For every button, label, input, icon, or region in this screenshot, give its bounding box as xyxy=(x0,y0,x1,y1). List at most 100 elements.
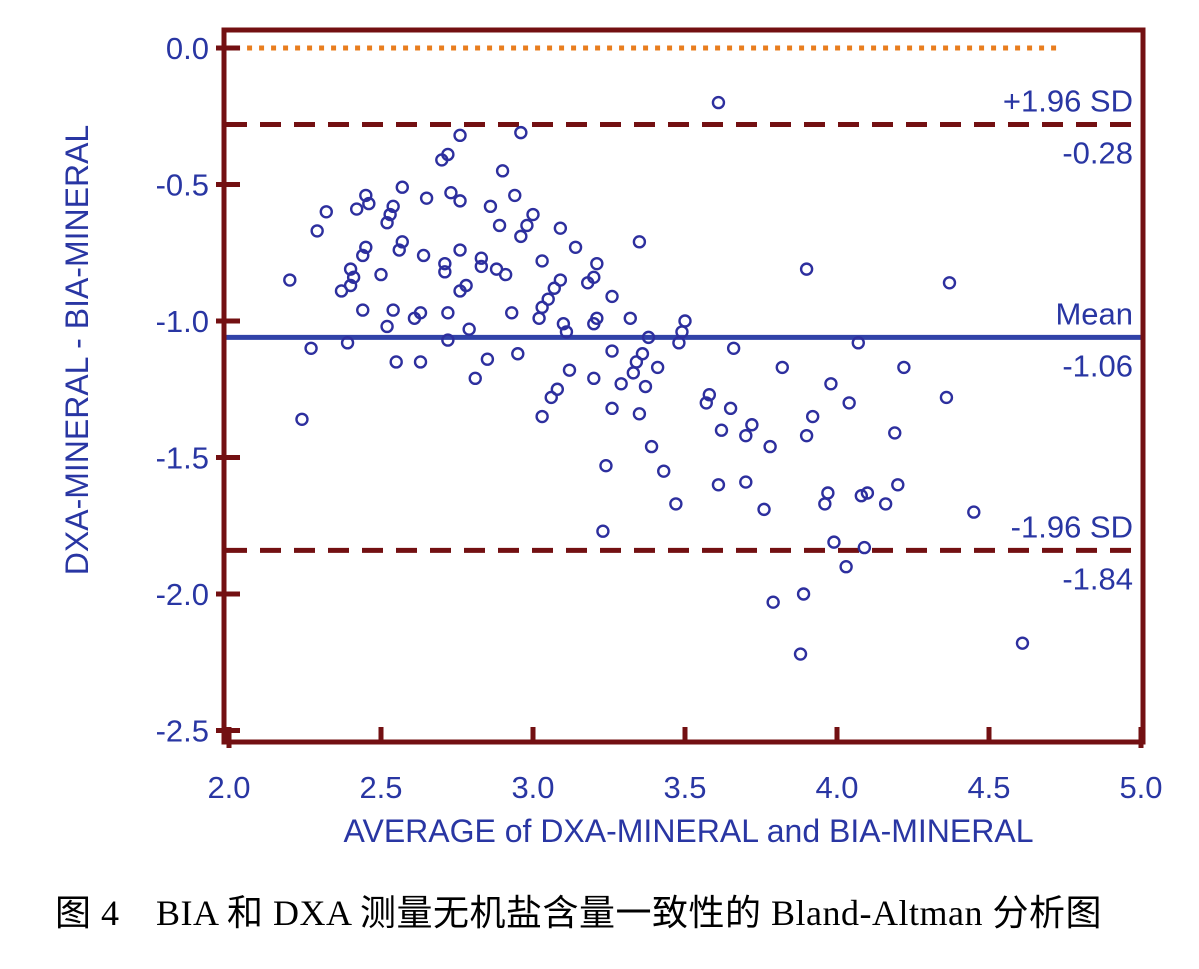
data-point xyxy=(359,240,373,254)
data-point xyxy=(967,505,981,519)
data-point xyxy=(629,355,644,369)
data-point xyxy=(726,341,741,355)
data-point xyxy=(343,262,358,276)
data-point xyxy=(438,256,452,271)
data-point xyxy=(444,185,458,200)
data-point xyxy=(508,188,522,203)
data-point xyxy=(793,647,808,661)
data-point xyxy=(453,194,467,208)
data-point xyxy=(888,426,902,440)
data-point xyxy=(641,330,656,345)
data-point xyxy=(392,243,406,257)
data-point xyxy=(590,256,604,271)
data-point xyxy=(897,360,911,375)
data-point xyxy=(495,164,510,178)
data-point xyxy=(514,229,528,244)
data-point xyxy=(839,560,853,574)
data-point xyxy=(386,303,400,317)
data-point xyxy=(857,540,872,555)
data-point xyxy=(587,317,601,331)
x-tick-label: 4.0 xyxy=(815,770,858,805)
data-point xyxy=(310,224,324,238)
y-tick-label: 0.0 xyxy=(166,31,209,66)
data-point xyxy=(505,306,519,320)
data-point xyxy=(319,205,333,219)
data-point xyxy=(380,216,394,230)
data-point xyxy=(596,524,610,538)
mean-line-label: -1.06 xyxy=(1062,348,1133,383)
data-point xyxy=(413,306,428,320)
figure-caption: 图 4 BIA 和 DXA 测量无机盐含量一致性的 Bland-Altman 分… xyxy=(55,893,1102,933)
data-point xyxy=(334,284,349,298)
data-point xyxy=(891,478,905,492)
data-point xyxy=(827,535,841,549)
lower-loa-line-label: -1.84 xyxy=(1062,561,1133,596)
upper-loa-line-label: +1.96 SD xyxy=(1003,83,1133,118)
data-point xyxy=(304,341,318,355)
data-point xyxy=(623,311,637,325)
bland-altman-plot: +1.96 SD -0.28 Mean -1.06 -1.96 SD -1.84 2.0 2.… xyxy=(59,27,1163,849)
data-point xyxy=(699,396,713,410)
data-point xyxy=(340,336,355,350)
y-tick-label: -2.5 xyxy=(156,714,209,749)
data-point xyxy=(669,497,683,511)
x-tick-label: 3.5 xyxy=(663,770,706,805)
data-point xyxy=(939,390,954,405)
data-point xyxy=(462,322,476,336)
y-tick-label: -1.5 xyxy=(156,441,209,476)
data-point xyxy=(605,289,619,304)
y-tick-label: -1.0 xyxy=(156,304,209,339)
data-point xyxy=(745,418,759,432)
data-point xyxy=(438,265,452,279)
data-point xyxy=(650,360,665,375)
data-point xyxy=(581,276,595,290)
data-point xyxy=(562,363,577,377)
data-point xyxy=(520,218,534,233)
data-point xyxy=(526,207,540,222)
data-point xyxy=(644,439,659,454)
data-point xyxy=(672,336,686,350)
data-point xyxy=(295,412,309,426)
data-point xyxy=(359,188,373,203)
data-point xyxy=(419,191,434,205)
data-point xyxy=(416,248,431,263)
data-point xyxy=(678,314,692,328)
data-point xyxy=(514,125,528,140)
data-point xyxy=(799,262,814,276)
data-point xyxy=(818,497,832,511)
data-point xyxy=(498,267,513,282)
x-tick-label: 2.5 xyxy=(359,770,402,805)
data-point xyxy=(395,235,409,249)
data-point xyxy=(553,221,568,235)
data-point xyxy=(547,281,561,295)
data-point xyxy=(739,428,753,443)
data-point xyxy=(356,303,370,317)
data-point xyxy=(346,270,361,285)
data-point xyxy=(723,401,738,416)
data-point xyxy=(356,248,370,263)
data-point xyxy=(441,333,455,347)
upper-loa-line-label: -0.28 xyxy=(1062,135,1133,170)
data-point xyxy=(614,377,628,391)
data-point xyxy=(459,278,473,293)
data-point xyxy=(568,240,583,254)
data-point xyxy=(453,243,467,257)
data-point xyxy=(374,267,388,282)
data-point xyxy=(441,306,455,320)
data-point xyxy=(483,199,498,214)
data-point xyxy=(559,325,574,339)
data-point xyxy=(714,423,729,437)
data-point xyxy=(511,347,525,361)
data-point xyxy=(535,254,549,268)
lower-loa-line-label: -1.96 SD xyxy=(1011,509,1133,544)
data-point xyxy=(362,196,376,211)
data-point xyxy=(757,502,771,517)
data-point xyxy=(480,352,495,366)
data-point xyxy=(395,180,409,194)
data-point xyxy=(711,95,726,110)
data-point xyxy=(878,497,893,511)
data-point xyxy=(383,207,397,222)
data-point xyxy=(532,311,546,325)
data-point xyxy=(556,317,571,331)
